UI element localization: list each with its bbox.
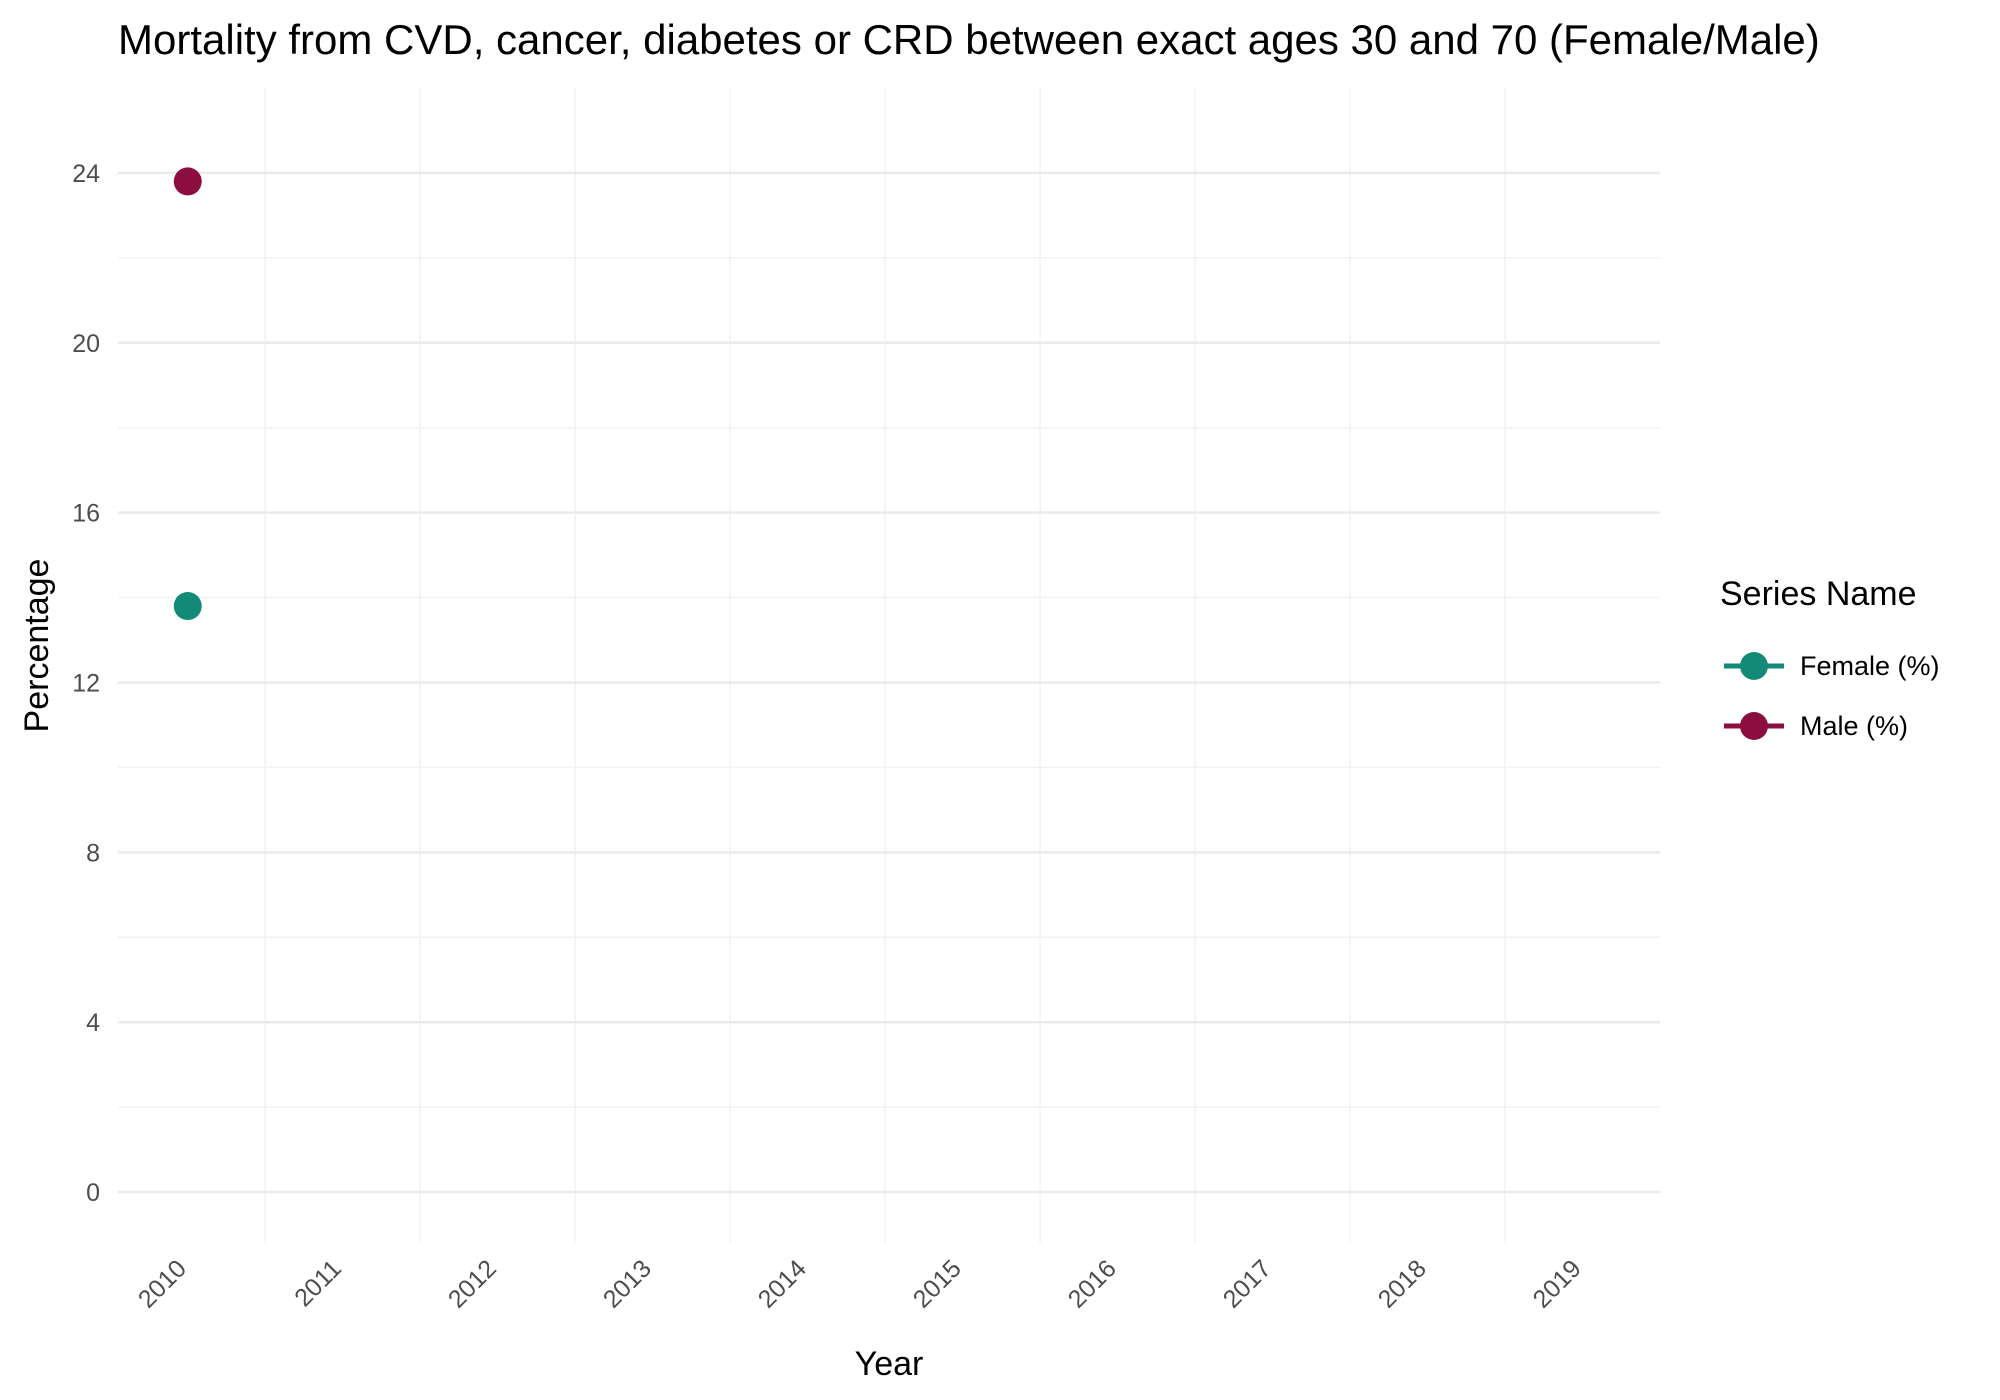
x-tick-label: 2010 — [133, 1254, 192, 1313]
x-tick-label: 2018 — [1373, 1254, 1432, 1313]
legend-item-female: Female (%) — [1720, 636, 1940, 696]
legend-title: Series Name — [1720, 575, 1917, 613]
legend-item-male: Male (%) — [1720, 696, 1940, 756]
y-tick-label: 8 — [86, 839, 100, 867]
x-tick-label: 2015 — [908, 1254, 967, 1313]
x-tick-label: 2012 — [443, 1254, 502, 1313]
y-tick-label: 16 — [72, 500, 100, 528]
data-point-female — [173, 592, 202, 621]
y-tick-label: 0 — [86, 1179, 100, 1207]
legend-key-female — [1724, 652, 1784, 680]
x-tick-label: 2014 — [753, 1254, 812, 1313]
legend-label-female: Female (%) — [1800, 650, 1940, 681]
x-tick-label: 2011 — [289, 1254, 347, 1312]
legend-key-male — [1724, 712, 1784, 740]
y-tick-label: 12 — [72, 669, 100, 697]
y-tick-label: 4 — [86, 1009, 100, 1037]
x-tick-label: 2019 — [1528, 1254, 1587, 1313]
y-tick-label: 20 — [72, 330, 100, 358]
y-tick-label: 24 — [72, 160, 100, 188]
legend-label-male: Male (%) — [1800, 710, 1909, 741]
y-axis-title: Percentage — [18, 559, 56, 733]
legend-key-male-dot — [1740, 712, 1768, 740]
x-tick-label: 2016 — [1063, 1254, 1122, 1313]
x-tick-label: 2017 — [1218, 1254, 1277, 1313]
chart-title: Mortality from CVD, cancer, diabetes or … — [118, 16, 1820, 63]
legend: Series Name Female (%) Male (%) — [1720, 575, 1940, 756]
x-axis-title: Year — [855, 1345, 924, 1383]
x-tick-label: 2013 — [598, 1254, 657, 1313]
data-point-male — [173, 167, 202, 196]
legend-key-female-dot — [1740, 652, 1768, 680]
